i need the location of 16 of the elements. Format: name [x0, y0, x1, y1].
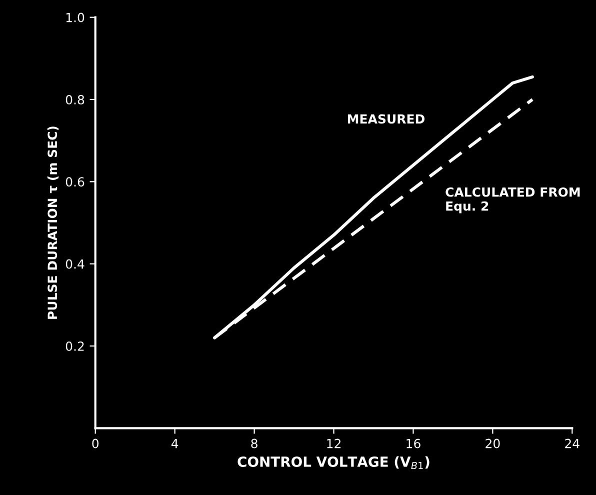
x-tick-label: 16	[406, 438, 420, 448]
series-label: CALCULATED FROM Equ. 2	[446, 187, 580, 214]
x-tick-label: 0	[92, 438, 99, 448]
x-tick-label: 24	[565, 438, 580, 448]
y-tick-label: 1.0	[66, 12, 84, 22]
y-tick-label: 0.6	[66, 177, 84, 187]
x-tick-label: 8	[251, 438, 258, 448]
x-tick-label: 12	[327, 438, 340, 448]
y-tick-label: 0.2	[66, 341, 84, 351]
series-label: MEASURED	[348, 114, 424, 124]
y-axis-title: PULSE DURATION τ (m SEC)	[47, 126, 59, 319]
y-tick-label: 0.8	[66, 94, 84, 104]
y-tick-label: 0.4	[66, 259, 84, 269]
x-tick-label: 4	[171, 438, 178, 448]
x-axis-title: CONTROL VOLTAGE (V$_{B1}$)	[238, 456, 430, 470]
x-tick-label: 20	[486, 438, 500, 448]
